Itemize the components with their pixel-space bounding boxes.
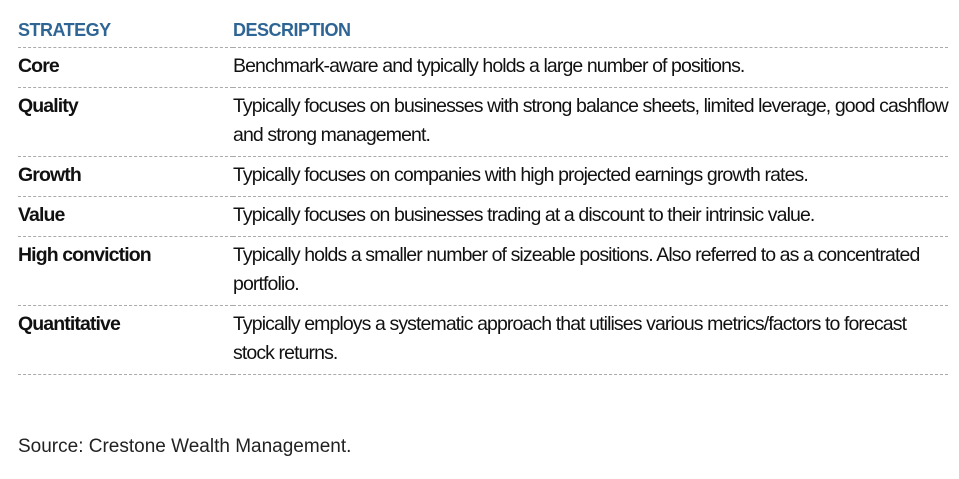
source-note: Source: Crestone Wealth Management.	[18, 436, 352, 457]
description-cell: Typically focuses on businesses trading …	[233, 196, 948, 237]
header-description: DESCRIPTION	[233, 16, 948, 48]
description-cell: Typically focuses on companies with high…	[233, 156, 948, 197]
description-cell: Typically holds a smaller number of size…	[233, 236, 948, 306]
description-cell: Typically employs a systematic approach …	[233, 305, 948, 375]
strategy-cell: Quantitative	[18, 305, 233, 375]
table-row: High conviction Typically holds a smaller…	[18, 236, 948, 306]
table-row: Growth Typically focuses on companies wit…	[18, 156, 948, 197]
strategy-cell: Growth	[18, 156, 233, 197]
strategy-table-container: STRATEGY DESCRIPTION Core Benchmark-aware…	[18, 16, 949, 375]
strategy-cell: High conviction	[18, 236, 233, 306]
table-row: Quality Typically focuses on businesses w…	[18, 87, 949, 157]
strategy-table: STRATEGY DESCRIPTION Core Benchmark-aware…	[18, 16, 949, 375]
strategy-cell: Value	[18, 196, 233, 237]
strategy-cell: Core	[18, 47, 233, 88]
table-row: Core Benchmark-aware and typically holds …	[18, 47, 948, 88]
table-row: Value Typically focuses on businesses tra…	[18, 196, 948, 237]
header-row: STRATEGY DESCRIPTION	[18, 16, 948, 48]
description-cell: Typically focuses on businesses with str…	[233, 87, 949, 157]
description-cell: Benchmark-aware and typically holds a la…	[233, 47, 948, 88]
header-strategy: STRATEGY	[18, 16, 233, 48]
table-row: Quantitative Typically employs a systemat…	[18, 305, 948, 375]
strategy-cell: Quality	[18, 87, 233, 157]
